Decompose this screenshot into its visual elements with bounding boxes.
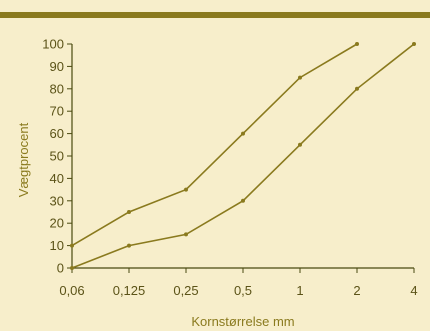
series-2-point	[241, 198, 245, 203]
series-1-point	[184, 187, 188, 192]
series-1-point	[298, 75, 302, 80]
series-1-point	[127, 210, 131, 214]
series-2-point	[127, 243, 131, 248]
y-tick-label: 100	[42, 37, 64, 52]
y-tick-label: 0	[57, 261, 64, 276]
x-tick-label: 0,25	[173, 283, 198, 298]
x-tick-label: 0,06	[59, 283, 84, 298]
y-tick-label: 70	[50, 104, 64, 119]
series-1-point	[355, 42, 359, 46]
y-tick-label: 50	[50, 149, 64, 164]
y-tick-label: 20	[50, 216, 64, 231]
x-tick-label: 4	[410, 283, 417, 298]
y-tick-label: 60	[50, 126, 64, 141]
series-1-point	[70, 243, 74, 248]
series-2-point	[184, 232, 188, 237]
x-tick-label: 0,5	[234, 283, 252, 298]
y-axis: 0 10 20 30 40 50 60 70 80 90 100	[42, 37, 73, 276]
series-2-point	[355, 86, 359, 91]
series-2-line	[71, 43, 415, 269]
x-axis: 0,06 0,125 0,25 0,5 1 2 4	[59, 267, 418, 298]
x-tick-label: 2	[353, 283, 360, 298]
y-tick-label: 90	[50, 59, 64, 74]
series-2-point	[70, 266, 74, 270]
y-tick-label: 40	[50, 171, 64, 186]
series-2-point	[412, 42, 416, 46]
top-accent-bar	[0, 12, 430, 18]
series-group	[70, 42, 416, 270]
y-tick-label: 30	[50, 193, 64, 208]
x-axis-title: Kornstørrelse mm	[191, 314, 294, 329]
series-1-line	[71, 43, 358, 247]
series-2-point	[298, 142, 302, 147]
y-tick-label: 10	[50, 238, 64, 253]
x-tick-label: 0,125	[113, 283, 146, 298]
series-1-point	[241, 131, 245, 136]
x-tick-label: 1	[296, 283, 303, 298]
y-tick-label: 80	[50, 81, 64, 96]
y-axis-title: Vægtprocent	[16, 122, 31, 197]
